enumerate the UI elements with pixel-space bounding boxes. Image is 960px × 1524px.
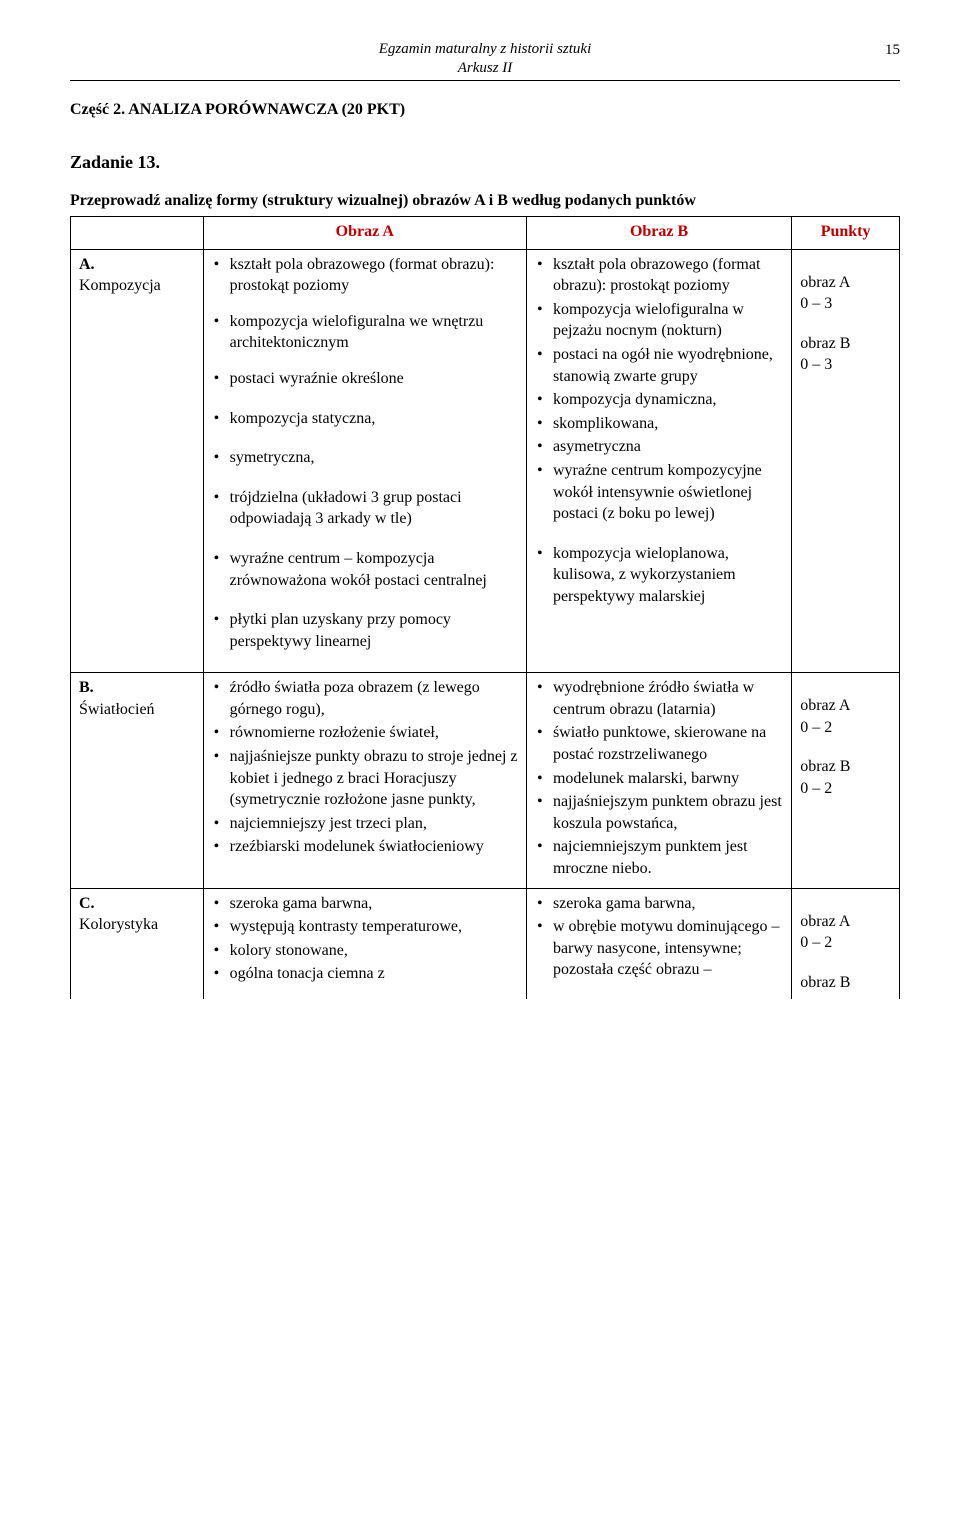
points-label: obraz A — [800, 697, 850, 714]
list-item: modelunek malarski, barwny — [535, 768, 783, 790]
section-title: Część 2. ANALIZA PORÓWNAWCZA (20 PKT) — [70, 99, 900, 121]
list-item: kształt pola obrazowego (format obrazu):… — [535, 254, 783, 297]
points-range: 0 – 2 — [800, 780, 832, 797]
points-label: obraz A — [800, 274, 850, 291]
points-label: obraz B — [800, 335, 850, 352]
row-label-swiatlocien: B. Światłocień — [71, 673, 204, 888]
list-item: występują kontrasty temperaturowe, — [212, 916, 518, 938]
list-item: światło punktowe, skierowane na postać r… — [535, 722, 783, 765]
header-punkty: Punkty — [792, 216, 900, 249]
page-header: Egzamin maturalny z historii sztuki Arku… — [70, 40, 900, 78]
list-item: źródło światła poza obrazem (z lewego gó… — [212, 677, 518, 720]
list-item: rzeźbiarski modelunek światłocieniowy — [212, 836, 518, 858]
table-row: C. Kolorystyka szeroka gama barwna, wyst… — [71, 888, 900, 999]
list-item: najjaśniejszym punktem obrazu jest koszu… — [535, 791, 783, 834]
points-range: 0 – 3 — [800, 295, 832, 312]
header-title: Egzamin maturalny z historii sztuki Arku… — [110, 40, 860, 78]
list-item: szeroka gama barwna, — [212, 893, 518, 915]
header-line-2: Arkusz II — [458, 60, 513, 76]
points-label: obraz A — [800, 913, 850, 930]
header-obraz-a: Obraz A — [203, 216, 526, 249]
row-a-points: obraz A 0 – 3 obraz B 0 – 3 — [792, 249, 900, 673]
row-c-letter: C. — [79, 895, 95, 912]
list-item: postaci na ogół nie wyodrębnione, stanow… — [535, 344, 783, 387]
row-a-letter: A. — [79, 256, 95, 273]
row-b-col-a: źródło światła poza obrazem (z lewego gó… — [203, 673, 526, 888]
list-item: skomplikowana, — [535, 413, 783, 435]
task-title: Zadanie 13. — [70, 150, 900, 174]
comparison-table: Obraz A Obraz B Punkty A. Kompozycja ksz… — [70, 216, 900, 999]
list-item: trójdzielna (układowi 3 grup postaci odp… — [212, 487, 518, 530]
row-label-kolorystyka: C. Kolorystyka — [71, 888, 204, 999]
list-item: szeroka gama barwna, — [535, 893, 783, 915]
row-b-text: Światłocień — [79, 701, 155, 718]
list-item: najciemniejszym punktem jest mroczne nie… — [535, 836, 783, 879]
row-a-text: Kompozycja — [79, 277, 161, 294]
list-item: kolory stonowane, — [212, 940, 518, 962]
row-c-text: Kolorystyka — [79, 916, 158, 933]
list-item: postaci wyraźnie określone — [212, 368, 518, 390]
points-range: 0 – 3 — [800, 356, 832, 373]
list-item: kompozycja wielofiguralna w pejzażu nocn… — [535, 299, 783, 342]
row-c-col-b: szeroka gama barwna, w obrębie motywu do… — [526, 888, 791, 999]
list-item: kształt pola obrazowego (format obrazu):… — [212, 254, 518, 297]
task-instruction: Przeprowadź analizę formy (struktury wiz… — [70, 190, 900, 212]
list-item: wyraźne centrum kompozycyjne wokół inten… — [535, 460, 783, 525]
list-item: równomierne rozłożenie świateł, — [212, 722, 518, 744]
list-item: kompozycja wielofiguralna we wnętrzu arc… — [212, 311, 518, 354]
list-item: płytki plan uzyskany przy pomocy perspek… — [212, 609, 518, 652]
list-item: wyraźne centrum – kompozycja zrównoważon… — [212, 548, 518, 591]
list-item: ogólna tonacja ciemna z — [212, 963, 518, 985]
page-number: 15 — [860, 40, 900, 60]
header-blank — [71, 216, 204, 249]
list-item: najjaśniejsze punkty obrazu to stroje je… — [212, 746, 518, 811]
points-label: obraz B — [800, 758, 850, 775]
table-header-row: Obraz A Obraz B Punkty — [71, 216, 900, 249]
row-a-col-a: kształt pola obrazowego (format obrazu):… — [203, 249, 526, 673]
list-item: symetryczna, — [212, 447, 518, 469]
list-item: kompozycja dynamiczna, — [535, 389, 783, 411]
row-c-col-a: szeroka gama barwna, występują kontrasty… — [203, 888, 526, 999]
list-item: w obrębie motywu dominującego – barwy na… — [535, 916, 783, 981]
list-item: asymetryczna — [535, 436, 783, 458]
table-row: A. Kompozycja kształt pola obrazowego (f… — [71, 249, 900, 673]
list-item: wyodrębnione źródło światła w centrum ob… — [535, 677, 783, 720]
row-label-kompozycja: A. Kompozycja — [71, 249, 204, 673]
header-rule — [70, 80, 900, 81]
row-c-points: obraz A 0 – 2 obraz B — [792, 888, 900, 999]
row-b-points: obraz A 0 – 2 obraz B 0 – 2 — [792, 673, 900, 888]
list-item: kompozycja statyczna, — [212, 408, 518, 430]
table-row: B. Światłocień źródło światła poza obraz… — [71, 673, 900, 888]
header-obraz-b: Obraz B — [526, 216, 791, 249]
list-item: najciemniejszy jest trzeci plan, — [212, 813, 518, 835]
row-b-col-b: wyodrębnione źródło światła w centrum ob… — [526, 673, 791, 888]
points-range: 0 – 2 — [800, 934, 832, 951]
row-a-col-b: kształt pola obrazowego (format obrazu):… — [526, 249, 791, 673]
row-b-letter: B. — [79, 679, 94, 696]
points-range: 0 – 2 — [800, 719, 832, 736]
list-item: kompozycja wieloplanowa, kulisowa, z wyk… — [535, 543, 783, 608]
points-label: obraz B — [800, 974, 850, 991]
header-line-1: Egzamin maturalny z historii sztuki — [379, 41, 592, 57]
